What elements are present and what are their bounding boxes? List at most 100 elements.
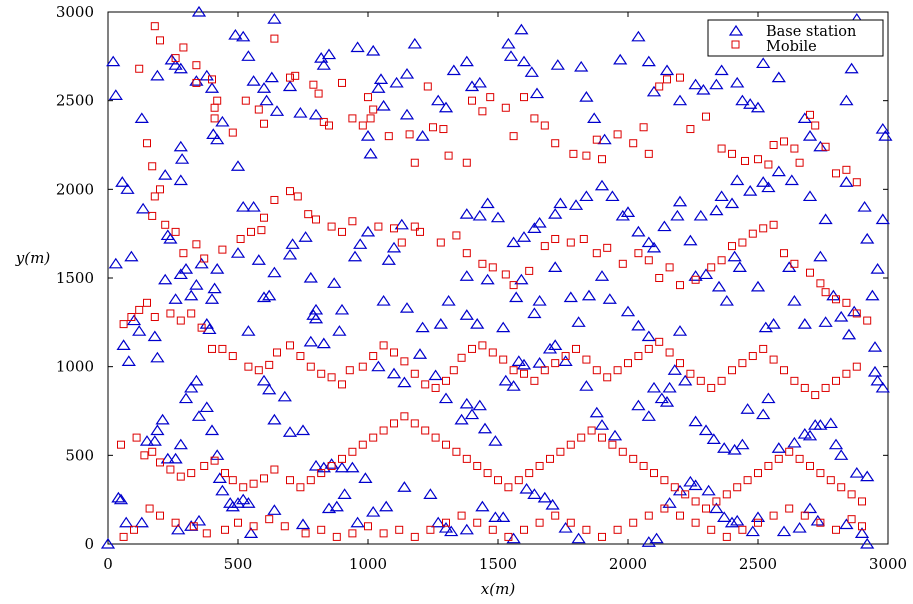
base-station-point [228,28,243,40]
base-station-point [459,55,474,67]
mobile-point [254,105,263,114]
mobile-point [260,119,268,128]
mobile-point [676,359,684,368]
base-station-point [620,305,636,317]
mobile-point [171,227,180,236]
base-station-point [756,408,771,420]
base-station-point [189,374,204,386]
base-station-point [732,261,747,272]
mobile-point [572,344,580,353]
mobile-point [439,125,448,134]
mobile-point [741,156,749,165]
mobile-point [348,217,357,226]
mobile-point [135,64,144,73]
mobile-point [613,366,622,375]
mobile-point [317,369,326,378]
mobile-point [148,447,157,456]
base-station-point [121,355,136,366]
base-station-point [168,452,183,464]
base-station-point [241,325,256,336]
mobile-point [655,274,664,282]
mobile-point [192,240,201,249]
mobile-point [634,352,643,361]
base-station-point [711,280,727,292]
mobile-point [345,366,354,375]
base-station-point [282,80,298,92]
mobile-point [696,376,705,385]
base-station-point [605,190,620,202]
mobile-point [644,149,653,158]
mobile-point [156,458,164,467]
mobile-point [780,366,788,375]
base-station-point [135,202,151,214]
base-station-point [371,360,386,372]
mobile-point [535,461,544,470]
base-station-point [587,112,602,124]
mobile-point [218,344,227,353]
mobile-point [338,78,346,87]
base-station-point [735,94,750,106]
base-station-point [132,325,147,336]
mobile-point [821,383,830,392]
mobile-point [369,105,378,114]
base-station-point [199,69,214,81]
base-station-point [100,537,116,549]
legend-base-station-label: Base station [766,24,856,40]
mobile-point [325,121,333,130]
mobile-point [603,243,612,252]
mobile-point [327,461,336,470]
mobile-point [852,178,861,187]
base-station-point [459,270,474,281]
mobile-point [390,224,398,233]
base-station-point [787,436,802,448]
mobile-point [410,369,419,378]
base-station-point [215,115,230,127]
base-station-point [524,66,539,77]
mobile-point [582,355,591,364]
mobile-point [608,440,617,449]
mobile-point [468,344,476,353]
base-station-point [501,37,516,49]
mobile-point [348,529,357,538]
base-station-point [184,289,199,301]
mobile-point [478,107,487,116]
base-station-point [532,216,547,228]
mobile-point [691,497,700,506]
y-axis-label: y(m) [15,249,51,267]
base-station-point [823,417,838,429]
mobile-point [530,376,539,385]
base-station-point [464,408,480,420]
base-station-point [243,527,259,538]
base-station-point [173,62,188,74]
base-station-point [529,87,545,99]
base-station-point [236,493,251,505]
base-station-point [659,64,675,76]
base-station-point [111,491,126,503]
base-station-point [124,250,139,262]
mobile-point [660,504,669,513]
mobile-point [127,313,136,322]
base-station-point [147,435,162,446]
mobile-point [431,433,440,442]
base-station-point [168,59,183,70]
mobile-point [309,80,318,89]
base-station-point [784,174,799,186]
mobile-point [364,522,372,531]
mobile-point [551,359,560,368]
base-station-point [251,254,266,265]
base-station-point [776,525,792,537]
mobile-point [148,211,157,220]
base-station-point [236,200,251,212]
mobile-point [566,440,575,449]
base-station-point [184,381,199,393]
base-station-point [571,316,586,327]
mobile-point [379,341,388,350]
mobile-point [210,456,219,465]
base-station-point [847,305,862,317]
base-station-point [810,514,825,526]
base-station-point [607,429,623,441]
base-station-point [579,190,594,202]
mobile-point [442,440,450,449]
base-station-point [459,208,474,219]
mobile-point [442,518,450,527]
